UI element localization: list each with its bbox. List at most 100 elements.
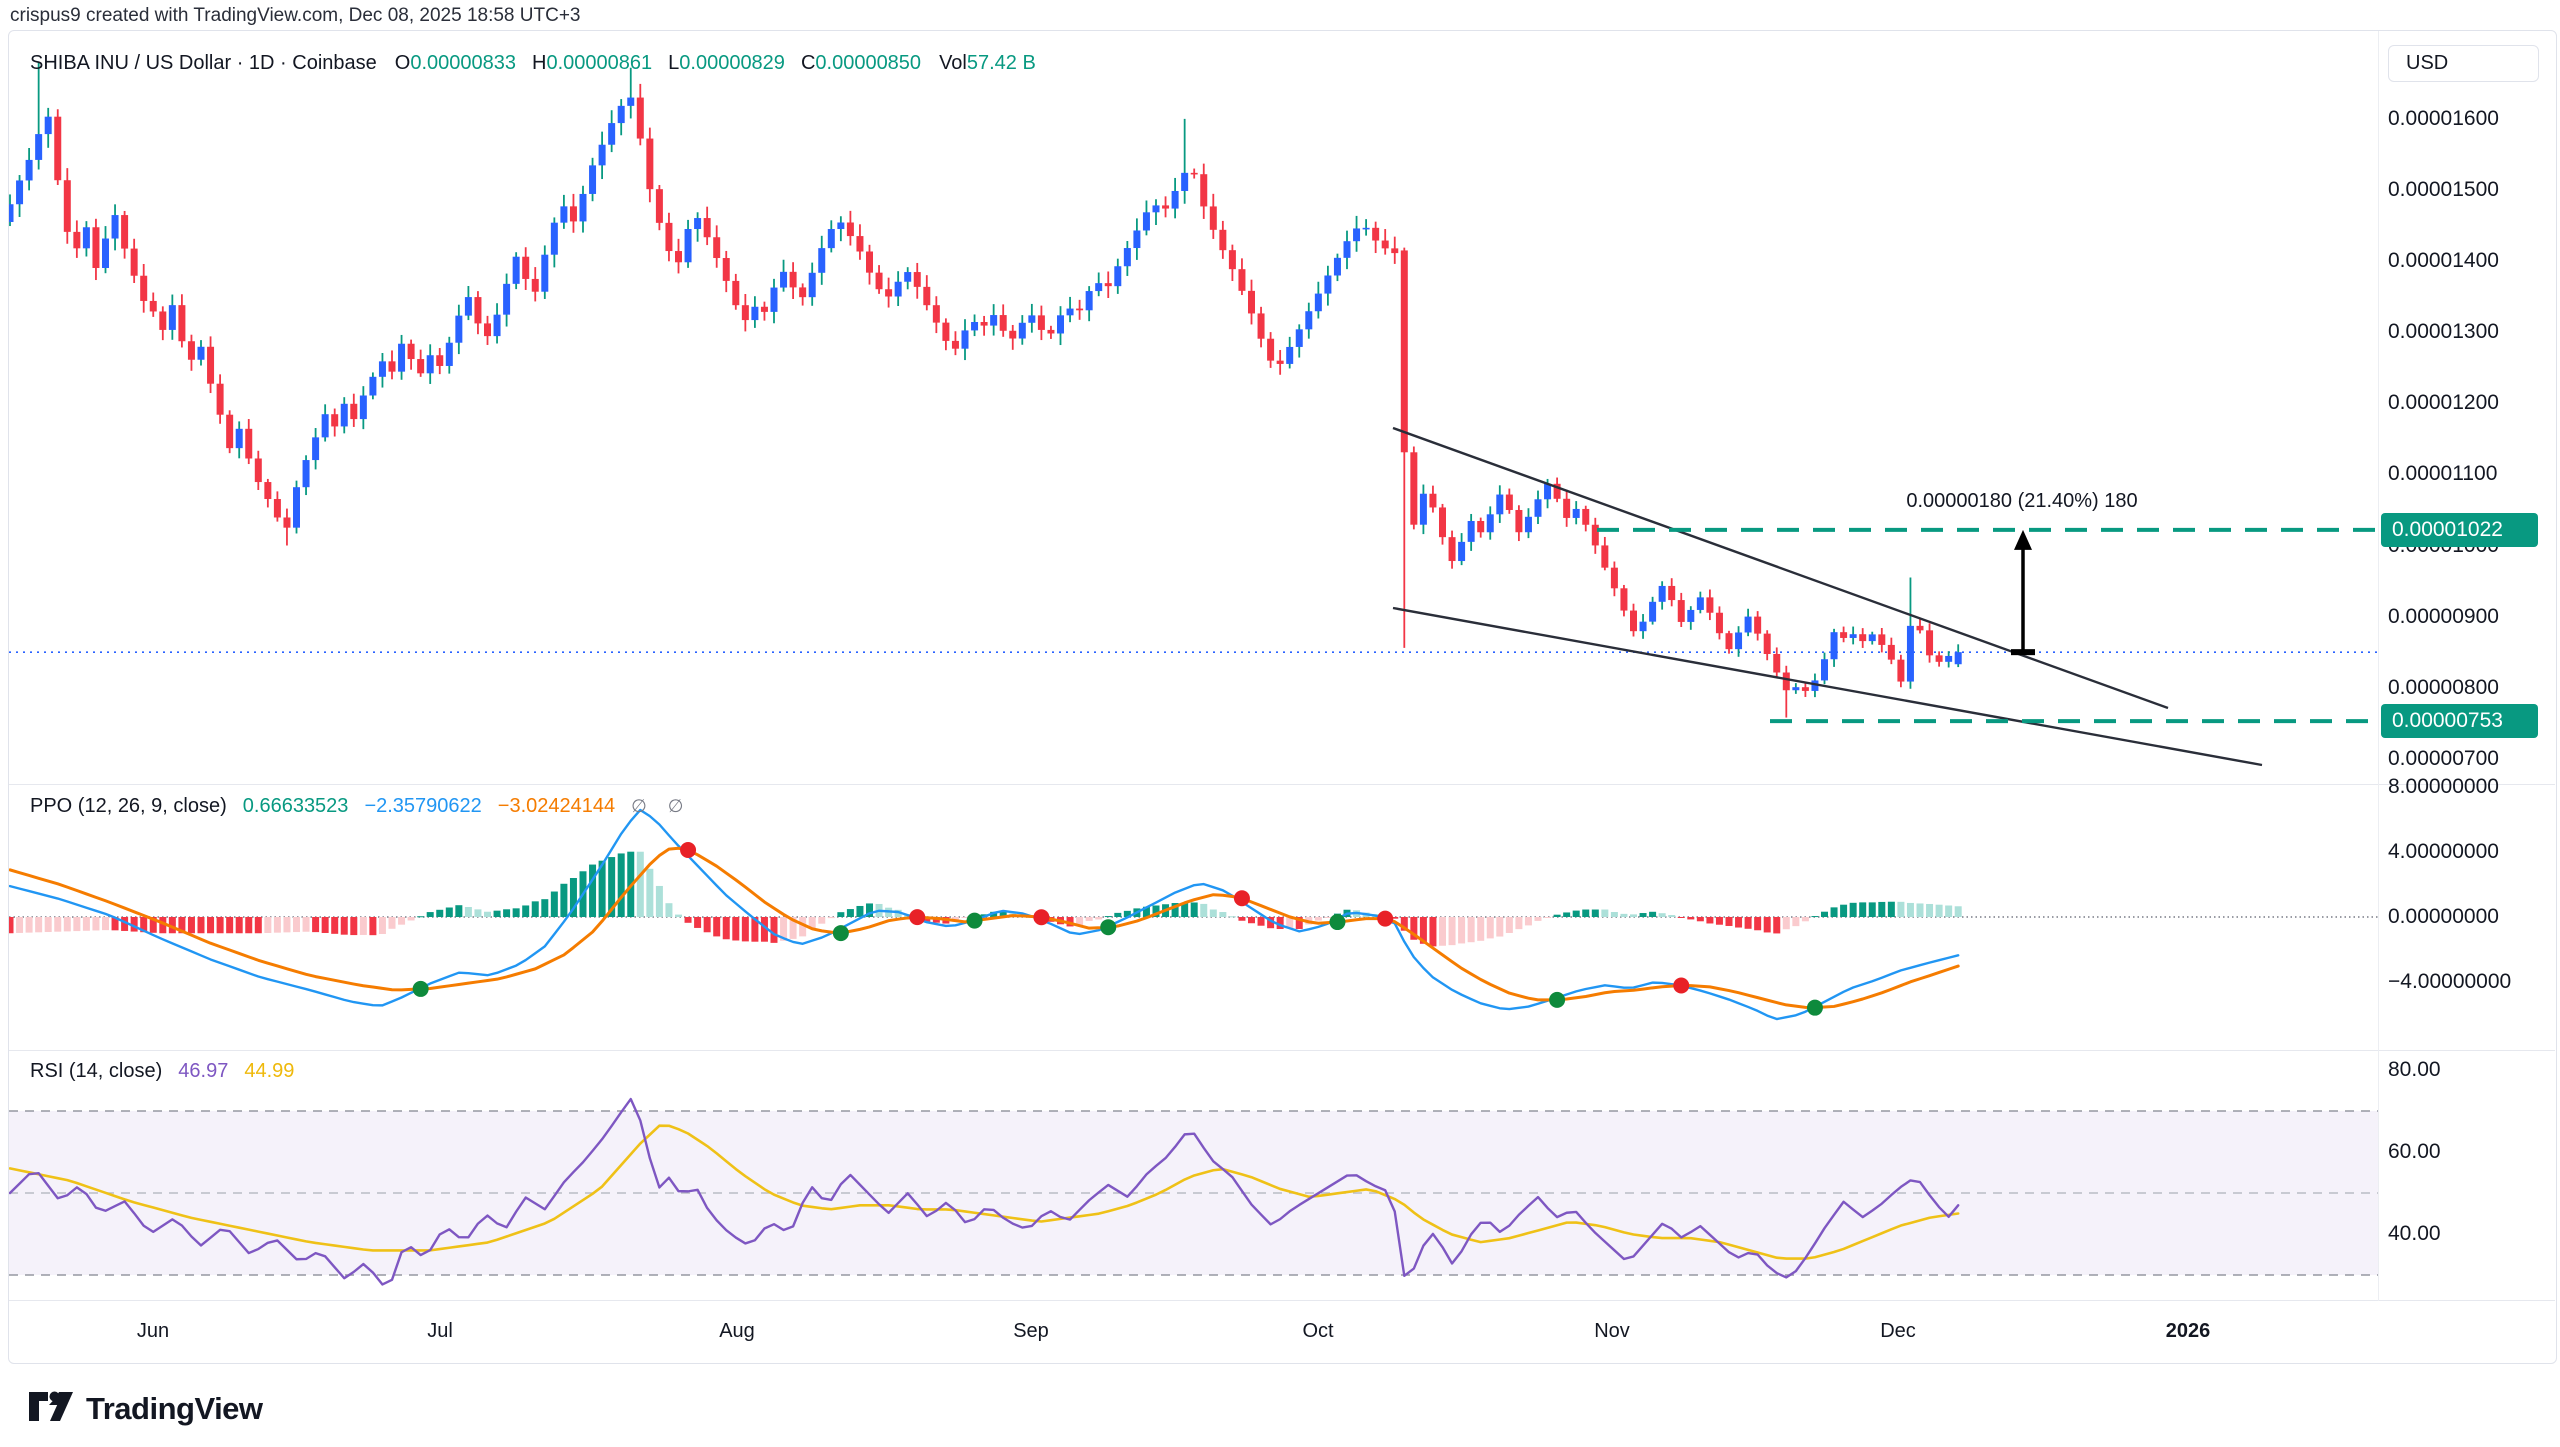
candle-body xyxy=(646,138,654,190)
candle-body xyxy=(340,403,348,427)
ppo-histogram-bar xyxy=(617,853,625,917)
ppo-value: 0.66633523 xyxy=(242,795,349,817)
ppo-histogram-bar xyxy=(1534,917,1542,921)
ppo-histogram-bar xyxy=(722,917,730,940)
ppo-histogram-bar xyxy=(1801,917,1809,922)
candle-body xyxy=(808,272,816,298)
price-tick: 0.00001600 xyxy=(2388,106,2499,130)
rsi-tick: 80.00 xyxy=(2388,1058,2441,1081)
ppo-bearish-cross-dot xyxy=(1673,977,1690,994)
trendline[interactable] xyxy=(1392,426,2169,710)
candle-body xyxy=(751,306,759,321)
ppo-histogram-bar xyxy=(1821,911,1828,917)
tradingview-logo-icon xyxy=(29,1391,73,1421)
ppo-histogram-bar xyxy=(1123,910,1131,917)
ppo-bullish-cross-dot xyxy=(412,980,429,997)
candle-body xyxy=(655,189,663,223)
candle-body xyxy=(1037,315,1045,330)
ppo-histogram-bar xyxy=(1935,904,1943,917)
ppo-histogram-bar xyxy=(818,917,826,924)
candle-body xyxy=(82,227,90,249)
ppo-pane[interactable] xyxy=(7,808,2379,1021)
candle-body xyxy=(359,395,367,420)
time-axis-label: Aug xyxy=(719,1320,755,1342)
candle-body xyxy=(789,271,797,288)
ppo-histogram-bar xyxy=(1181,903,1189,917)
measured-move-annotation[interactable]: 0.00000180 (21.40%) 180 xyxy=(1906,490,2138,512)
tradingview-logo[interactable]: TradingView xyxy=(28,1388,263,1430)
candle-body xyxy=(484,323,491,337)
price-tick: 0.00001200 xyxy=(2388,391,2499,415)
ppo-histogram-bar xyxy=(92,917,100,931)
candle-body xyxy=(1677,600,1685,622)
candle-body xyxy=(63,180,71,232)
price-level-badge: 0.00000753 xyxy=(2381,704,2538,739)
trendline[interactable] xyxy=(1392,606,2263,767)
candle-body xyxy=(1840,632,1848,638)
candle-body xyxy=(121,215,129,249)
candle-body xyxy=(1458,541,1466,562)
candle-body xyxy=(1190,172,1198,175)
ppo-histogram-bar xyxy=(474,909,482,917)
main-price-pane[interactable] xyxy=(7,62,2379,767)
candle-body xyxy=(149,300,157,312)
ppo-histogram-bar xyxy=(331,917,339,934)
tradingview-logo-text: TradingView xyxy=(86,1391,263,1426)
candle-body xyxy=(1181,172,1189,191)
ppo-histogram-bar xyxy=(484,911,491,917)
currency-label: USD xyxy=(2406,52,2449,74)
ohlc-letter: O xyxy=(394,52,411,74)
candle-body xyxy=(1267,338,1275,361)
candle-body xyxy=(942,322,950,341)
candle-body xyxy=(1801,687,1809,691)
ppo-histogram-bar xyxy=(780,917,788,941)
ppo-histogram-bar xyxy=(378,917,386,935)
ppo-histogram-bar xyxy=(445,907,453,917)
pane-separator-ppo-rsi[interactable] xyxy=(9,1050,2555,1051)
candle-body xyxy=(531,278,539,292)
candle-body xyxy=(1639,621,1647,632)
rsi-pane[interactable] xyxy=(9,1097,2378,1286)
pane-separator-rsi-timeaxis[interactable] xyxy=(9,1300,2555,1301)
ppo-histogram-bar xyxy=(1696,917,1704,922)
ppo-histogram-bar xyxy=(197,917,205,934)
candle-body xyxy=(1610,567,1618,589)
ppo-histogram-bar xyxy=(1400,917,1408,931)
ppo-histogram-bar xyxy=(1916,903,1924,917)
ppo-histogram-bar xyxy=(1410,917,1418,940)
candle-body xyxy=(293,487,300,528)
ppo-bearish-cross-dot xyxy=(680,842,697,859)
candle-body xyxy=(1706,597,1714,613)
ppo-histogram-bar xyxy=(1782,917,1790,930)
candle-body xyxy=(1582,508,1590,525)
candle-body xyxy=(436,355,444,366)
candle-body xyxy=(44,116,52,135)
ppo-histogram-bar xyxy=(369,917,377,936)
ppo-histogram-bar xyxy=(1076,917,1084,926)
symbol-header[interactable]: SHIBA INU / US Dollar · 1D · Coinbase O0… xyxy=(30,52,1036,75)
pane-separator-main-ppo[interactable] xyxy=(9,784,2555,785)
candle-body xyxy=(1009,330,1017,339)
ppo-histogram-bar xyxy=(464,907,472,917)
candle-body xyxy=(951,340,959,349)
ppo-header[interactable]: PPO (12, 26, 9, close) 0.66633523 −2.3579… xyxy=(30,795,692,818)
ppo-bearish-cross-dot xyxy=(1233,890,1250,907)
ppo-histogram-bar xyxy=(1295,917,1303,929)
currency-toggle-button[interactable]: USD xyxy=(2388,45,2539,82)
drawing-overlays[interactable] xyxy=(2011,529,2035,656)
candle-body xyxy=(1744,616,1752,633)
ppo-bearish-cross-dot xyxy=(1377,910,1394,927)
ppo-histogram-bar xyxy=(1897,901,1905,917)
candle-body xyxy=(1295,329,1303,347)
ppo-histogram-bar xyxy=(1926,903,1934,917)
ppo-histogram-bar xyxy=(741,917,749,942)
ppo-histogram-bar xyxy=(703,917,711,933)
ppo-bearish-cross-dot xyxy=(1033,909,1050,926)
ppo-histogram-bar xyxy=(1687,917,1695,920)
candle-body xyxy=(388,361,396,372)
rsi-header[interactable]: RSI (14, close) 46.97 44.99 xyxy=(30,1060,294,1083)
candle-body xyxy=(923,286,931,306)
candle-body xyxy=(1133,230,1141,249)
ppo-histogram-bar xyxy=(1610,912,1618,917)
